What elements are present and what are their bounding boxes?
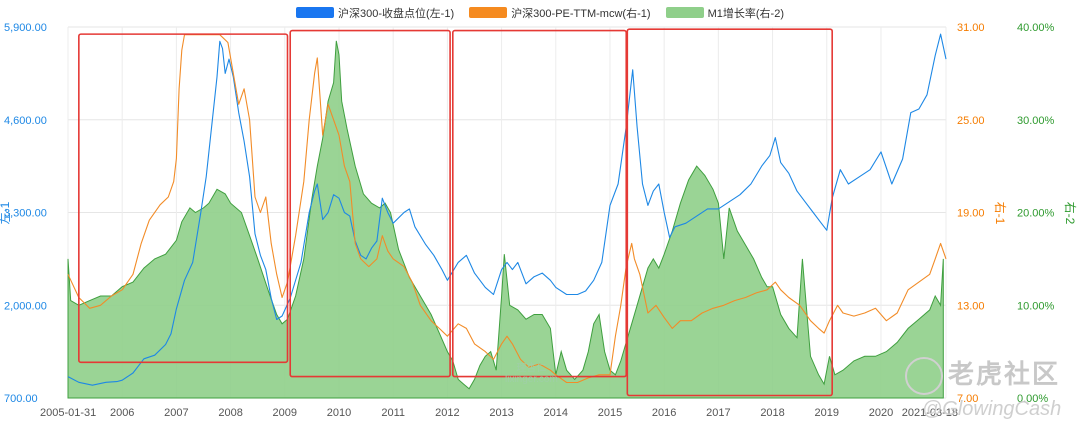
legend-label: 沪深300-收盘点位(左-1) [338, 8, 455, 20]
series-area-m1-growth [67, 40, 944, 399]
y-right2-tick-label: 20.00% [1017, 208, 1055, 220]
watermark-lixinger-url: lixinger.com [505, 374, 558, 385]
legend-swatch-green [665, 7, 704, 18]
y-left-axis-title: 左-1 [0, 201, 12, 224]
highlight-rectangle [78, 33, 289, 364]
legend-label: M1增长率(右-2) [707, 8, 784, 20]
legend-swatch-orange [469, 7, 508, 18]
legend-label: 沪深300-PE-TTM-mcw(右-1) [511, 8, 651, 20]
watermark-handle: @GlowingCash [922, 398, 1062, 420]
x-tick-label: 2007 [164, 407, 188, 419]
x-tick-label: 2009 [273, 407, 297, 419]
y-right2-tick-label: 30.00% [1017, 115, 1055, 127]
x-tick-label: 2006 [110, 407, 134, 419]
watermark-lixinger-logo: 理杏仁 [516, 363, 547, 374]
legend-item-hs300-pe[interactable]: 沪深300-PE-TTM-mcw(右-1) [469, 5, 651, 21]
y-left-tick-label: 4,600.00 [4, 115, 47, 127]
highlight-rectangles [78, 28, 833, 397]
highlight-rectangle [289, 29, 451, 378]
legend-item-hs300-close[interactable]: 沪深300-收盘点位(左-1) [296, 5, 454, 21]
y-left-tick-label: 2,000.00 [4, 300, 47, 312]
y-right1-tick-label: 7.00 [957, 393, 978, 405]
x-tick-label: 2013 [489, 407, 513, 419]
axis-labels: 700.00 2,000.00 3,300.00 4,600.00 5,900.00 7.… [0, 22, 1078, 419]
y-left-tick-label: 700.00 [4, 393, 38, 405]
series-line-hs300-pe [67, 34, 947, 384]
watermark-lixinger: 理杏仁 lixinger.com [505, 363, 558, 385]
legend-item-m1-growth[interactable]: M1增长率(右-2) [665, 5, 784, 21]
x-tick-label: 2005-01-31 [40, 407, 96, 419]
y-right2-tick-label: 10.00% [1017, 300, 1055, 312]
y-right1-tick-label: 13.00 [957, 300, 985, 312]
y-right1-axis-title: 右-1 [993, 202, 1008, 225]
y-right2-tick-label: 40.00% [1017, 22, 1055, 34]
chart-legend: 沪深300-收盘点位(左-1) 沪深300-PE-TTM-mcw(右-1) M1… [0, 5, 1080, 21]
tiger-logo-icon [905, 357, 943, 395]
y-right1-tick-label: 19.00 [957, 208, 985, 220]
x-tick-label: 2010 [327, 407, 351, 419]
m1-area-layer [67, 40, 944, 399]
y-right2-axis-title: 右-2 [1063, 202, 1078, 225]
y-left-tick-label: 5,900.00 [4, 22, 47, 34]
y-right1-tick-label: 31.00 [957, 22, 985, 34]
x-tick-label: 2017 [706, 407, 730, 419]
series-line-hs300-close [67, 33, 947, 386]
line-series-layer [67, 33, 947, 386]
highlight-rectangle [452, 29, 628, 378]
x-tick-label: 2020 [869, 407, 893, 419]
x-tick-label: 2016 [652, 407, 676, 419]
highlight-rectangle [626, 28, 833, 397]
x-tick-label: 2014 [544, 407, 568, 419]
y-left-tick-label: 3,300.00 [4, 208, 47, 220]
x-tick-label: 2021-03-18 [902, 407, 958, 419]
x-tick-label: 2012 [435, 407, 459, 419]
x-tick-label: 2015 [598, 407, 622, 419]
watermark-brand: 老虎社区 [948, 359, 1061, 389]
x-tick-label: 2008 [218, 407, 242, 419]
x-tick-label: 2019 [815, 407, 839, 419]
legend-swatch-blue [296, 7, 334, 18]
y-right1-tick-label: 25.00 [957, 115, 985, 127]
y-right2-tick-label: 0.00% [1017, 393, 1048, 405]
x-tick-label: 2011 [381, 407, 405, 419]
x-tick-label: 2018 [760, 407, 784, 419]
